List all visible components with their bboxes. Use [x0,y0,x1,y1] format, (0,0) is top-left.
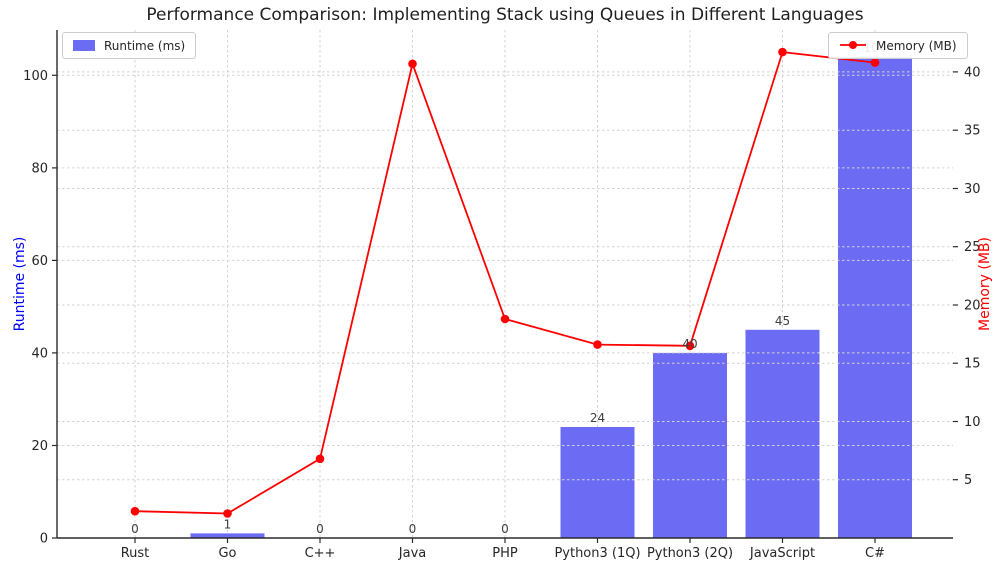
runtime-bar [560,427,635,538]
x-tick-label: C# [865,546,885,561]
bar-value-label: 0 [131,522,139,536]
x-tick-label: Go [218,546,236,561]
runtime-bar [838,56,912,539]
memory-point [870,58,880,67]
bar-value-label: 0 [501,522,509,536]
memory-point [315,454,325,464]
left-tick-label: 60 [31,254,48,269]
x-tick-label: Python3 (1Q) [554,546,640,561]
right-tick-label: 25 [964,240,981,255]
bar-value-label: 24 [590,411,605,425]
runtime-bar [190,533,265,538]
right-tick-label: 20 [964,299,981,314]
right-tick-label: 40 [964,65,981,80]
memory-legend-marker-icon [839,39,867,53]
x-tick-label: PHP [492,546,518,561]
memory-point [130,506,140,516]
runtime-legend-label: Runtime (ms) [104,38,186,53]
memory-point [593,340,602,349]
runtime-bar [745,329,820,538]
memory-point [685,341,695,351]
right-tick-label: 35 [964,124,981,139]
runtime-bar [653,352,727,538]
memory-legend-label: Memory (MB) [876,38,957,53]
left-tick-label: 80 [31,161,48,176]
x-tick-label: JavaScript [749,546,815,561]
right-tick-label: 5 [964,473,972,488]
bar-value-label: 40 [682,337,697,351]
bar-value-label: 1 [224,517,232,531]
left-tick-label: 0 [40,532,48,547]
x-tick-label: Java [398,546,426,561]
memory-point [223,509,232,518]
memory-point [500,314,510,324]
right-axis-label: Memory (MB) [977,237,993,331]
left-tick-label: 100 [23,69,48,84]
right-tick-label: 15 [964,357,981,372]
bar-value-label: 0 [409,522,417,536]
left-tick-label: 40 [31,346,48,361]
legend-runtime: Runtime (ms) [62,32,197,59]
right-tick-label: 10 [964,415,981,430]
runtime-legend-swatch-icon [73,40,95,51]
chart-title: Performance Comparison: Implementing Sta… [146,5,864,25]
x-tick-label: Rust [121,546,150,561]
legend-memory: Memory (MB) [828,32,968,59]
x-tick-label: Python3 (2Q) [647,546,733,561]
right-tick-label: 30 [964,182,981,197]
memory-point [778,47,787,57]
left-axis-label: Runtime (ms) [12,236,28,332]
x-tick-label: C++ [305,546,336,561]
bar-value-label: 0 [316,522,324,536]
bar-value-label: 45 [775,314,790,328]
left-tick-label: 20 [31,439,48,454]
memory-point [408,59,417,69]
